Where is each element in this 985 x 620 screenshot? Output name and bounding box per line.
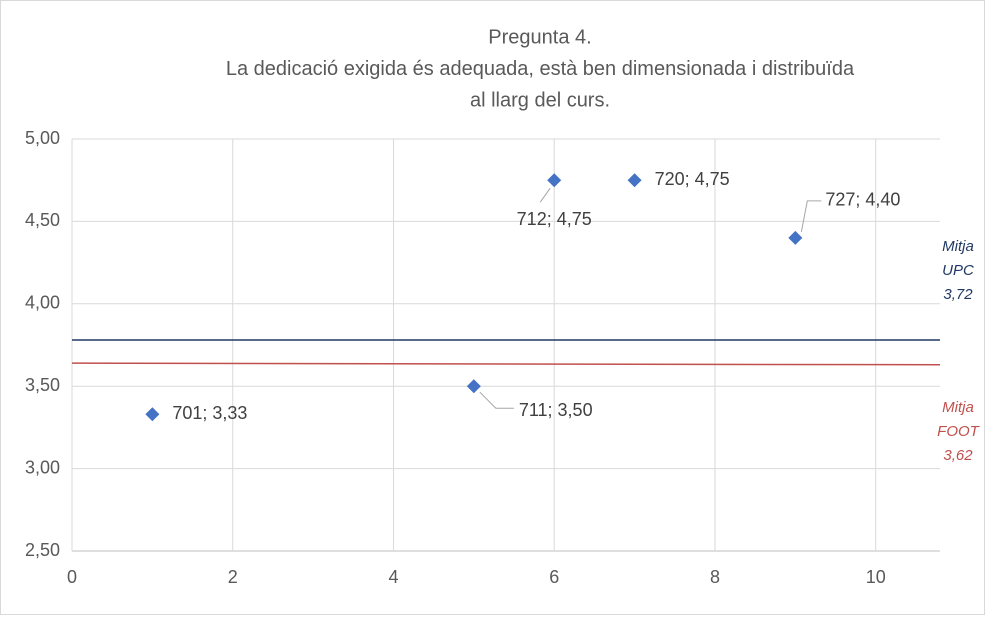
- chart-title: al llarg del curs.: [470, 89, 610, 111]
- x-tick-label: 10: [866, 567, 886, 587]
- leader-line: [539, 187, 551, 203]
- y-tick-label: 3,00: [25, 457, 60, 477]
- data-point: [466, 379, 481, 394]
- y-tick-label: 4,00: [25, 293, 60, 313]
- reference-label: UPC: [942, 262, 974, 279]
- data-point: [788, 230, 803, 245]
- data-label: 701; 3,33: [172, 403, 247, 423]
- reference-label: Mitja: [942, 399, 974, 416]
- chart-title: Pregunta 4.: [488, 26, 591, 48]
- data-label: 720; 4,75: [655, 169, 730, 189]
- data-label: 711; 3,50: [519, 400, 593, 420]
- x-tick-label: 6: [549, 567, 559, 587]
- leader-line: [479, 391, 514, 409]
- data-point: [547, 173, 562, 188]
- x-tick-label: 0: [67, 567, 77, 587]
- reference-label: Mitja: [942, 238, 974, 255]
- y-tick-label: 2,50: [25, 540, 60, 560]
- chart-title: La dedicació exigida és adequada, està b…: [226, 58, 855, 80]
- data-label: 727; 4,40: [825, 190, 900, 210]
- x-tick-label: 2: [228, 567, 238, 587]
- data-point: [145, 407, 160, 422]
- x-tick-label: 4: [388, 567, 398, 587]
- leader-line: [800, 200, 822, 232]
- reference-label: 3,62: [943, 447, 973, 464]
- x-tick-label: 8: [710, 567, 720, 587]
- data-point: [627, 173, 642, 188]
- y-tick-label: 4,50: [25, 210, 60, 230]
- reference-label: FOOT: [937, 423, 980, 440]
- reference-label: 3,72: [943, 286, 973, 303]
- data-label: 712; 4,75: [517, 209, 592, 229]
- y-tick-label: 3,50: [25, 375, 60, 395]
- reference-line: [71, 362, 941, 366]
- y-tick-label: 5,00: [25, 128, 60, 148]
